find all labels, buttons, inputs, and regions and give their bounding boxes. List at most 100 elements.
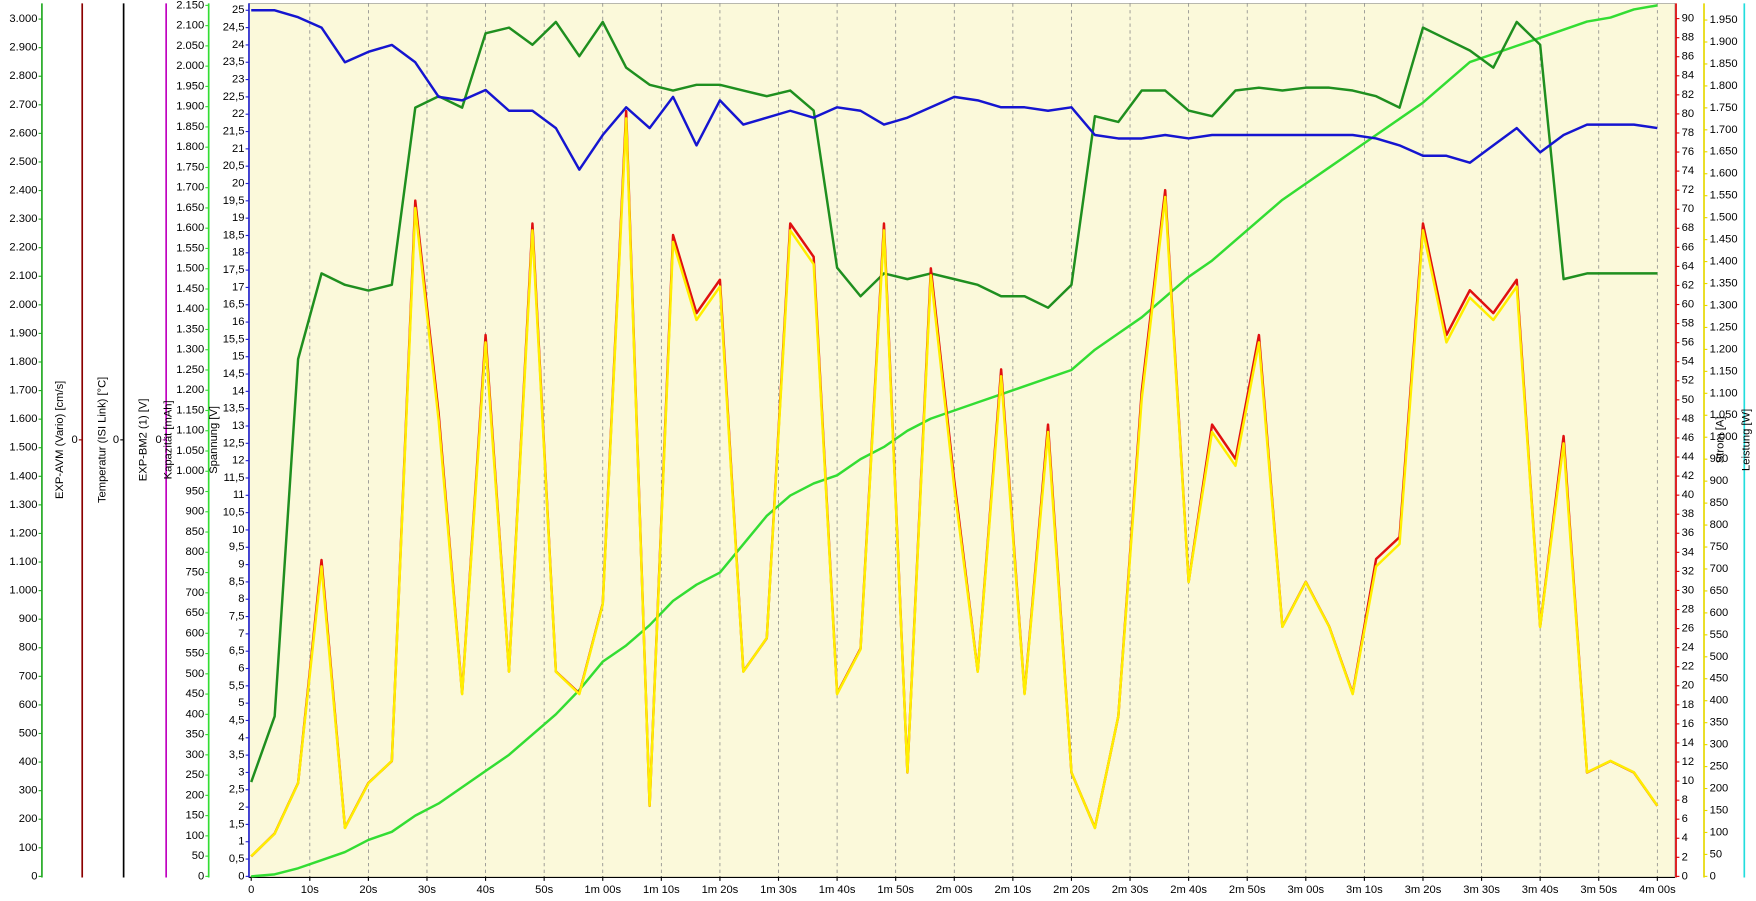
- y-tick-label: 400: [1710, 695, 1729, 707]
- x-tick-label: 1m 40s: [819, 884, 856, 896]
- y-tick-label: 1.600: [1710, 168, 1738, 180]
- y-tick-label: 23,5: [223, 56, 245, 68]
- y-tick-label: 78: [1682, 127, 1694, 139]
- y-tick-label: 16: [232, 316, 244, 328]
- x-tick-label: 30s: [418, 884, 436, 896]
- y-tick-label: 50: [192, 850, 204, 862]
- y-tick-label: 550: [186, 648, 205, 660]
- y-tick-label: 9,5: [229, 541, 245, 553]
- y-tick-label: 19: [232, 212, 244, 224]
- x-tick-label: 2m 20s: [1053, 884, 1090, 896]
- y-tick-label: 1.200: [1710, 343, 1738, 355]
- y-tick-label: 60: [1682, 298, 1694, 310]
- y-tick-label: 10,5: [223, 507, 245, 519]
- y-tick-label: 500: [19, 727, 38, 739]
- y-tick-label: 1.700: [176, 182, 204, 194]
- y-tick-label: 2.200: [9, 242, 37, 254]
- y-tick-label: 20: [1682, 680, 1694, 692]
- y-tick-label: 100: [1710, 826, 1729, 838]
- y-tick-label: 100: [19, 842, 38, 854]
- y-tick-label: 0: [71, 434, 77, 446]
- x-tick-label: 10s: [301, 884, 319, 896]
- y-tick-label: 1.300: [176, 344, 204, 356]
- y-tick-label: 200: [19, 813, 38, 825]
- y-tick-label: 54: [1682, 356, 1694, 368]
- y-tick-label: 23: [232, 74, 244, 86]
- y-tick-label: 28: [1682, 603, 1694, 615]
- x-tick-label: 0: [248, 884, 254, 896]
- x-tick-label: 1m 30s: [760, 884, 797, 896]
- y-tick-label: 0: [1682, 870, 1688, 882]
- y-tick-label: 40: [1682, 489, 1694, 501]
- y-tick-label: 18: [232, 247, 244, 259]
- y-tick-label: 12: [1682, 756, 1694, 768]
- y-tick-label: 1.700: [9, 385, 37, 397]
- y-tick-label: 1.650: [1710, 146, 1738, 158]
- y-tick-label: 2,5: [229, 784, 245, 796]
- y-tick-label: 100: [186, 830, 205, 842]
- axis-title: Strom [A]: [1715, 417, 1727, 464]
- y-tick-label: 1.550: [1710, 190, 1738, 202]
- x-tick-label: 50s: [535, 884, 553, 896]
- y-tick-label: 48: [1682, 413, 1694, 425]
- axis-title: EXP-BM2 (1) [V]: [138, 399, 150, 482]
- y-tick-label: 1.300: [1710, 299, 1738, 311]
- y-tick-label: 16,5: [223, 299, 245, 311]
- x-tick-label: 1m 20s: [702, 884, 739, 896]
- y-tick-label: 52: [1682, 375, 1694, 387]
- y-tick-label: 2.000: [9, 299, 37, 311]
- y-tick-label: 1.750: [176, 161, 204, 173]
- y-tick-label: 0: [155, 434, 161, 446]
- y-tick-label: 90: [1682, 13, 1694, 25]
- y-tick-label: 50: [1682, 394, 1694, 406]
- y-tick-label: 66: [1682, 241, 1694, 253]
- y-tick-label: 12: [232, 455, 244, 467]
- y-tick-label: 15: [232, 351, 244, 363]
- x-tick-label: 3m 40s: [1522, 884, 1559, 896]
- x-tick-label: 20s: [359, 884, 377, 896]
- y-tick-label: 750: [186, 566, 205, 578]
- axis-title: EXP-AVM (Vario) [cm/s]: [54, 381, 66, 499]
- y-tick-label: 1.850: [1710, 58, 1738, 70]
- y-tick-label: 13: [232, 420, 244, 432]
- y-tick-label: 84: [1682, 70, 1694, 82]
- y-tick-label: 70: [1682, 203, 1694, 215]
- axis-title: Temperatur (ISI Link) [°C]: [96, 377, 108, 503]
- y-tick-label: 10: [1682, 775, 1694, 787]
- y-tick-label: 58: [1682, 318, 1694, 330]
- y-tick-label: 19,5: [223, 195, 245, 207]
- y-tick-label: 1.700: [1710, 124, 1738, 136]
- y-tick-label: 2.100: [9, 270, 37, 282]
- series-line: [250, 117, 1659, 858]
- x-tick-label: 3m 10s: [1346, 884, 1383, 896]
- y-tick-label: 1.850: [176, 121, 204, 133]
- y-tick-label: 150: [1710, 804, 1729, 816]
- y-tick-label: 24,5: [223, 22, 245, 34]
- y-tick-label: 21,5: [223, 125, 245, 137]
- y-tick-label: 2.300: [9, 213, 37, 225]
- y-tick-label: 8,5: [229, 576, 245, 588]
- y-tick-label: 2: [1682, 851, 1688, 863]
- y-tick-label: 15,5: [223, 333, 245, 345]
- series-line: [250, 20, 1658, 783]
- y-tick-label: 10: [232, 524, 244, 536]
- y-tick-label: 700: [186, 587, 205, 599]
- y-tick-label: 0: [238, 870, 244, 882]
- y-tick-label: 800: [186, 546, 205, 558]
- y-tick-label: 1.200: [9, 527, 37, 539]
- y-tick-label: 22: [1682, 661, 1694, 673]
- y-tick-label: 5: [238, 697, 244, 709]
- y-tick-label: 4: [238, 732, 244, 744]
- y-tick-label: 2.800: [9, 70, 37, 82]
- y-tick-label: 1.900: [1710, 36, 1738, 48]
- y-tick-label: 20: [232, 177, 244, 189]
- y-tick-label: 400: [19, 756, 38, 768]
- y-tick-label: 350: [1710, 717, 1729, 729]
- y-tick-label: 650: [1710, 585, 1729, 597]
- y-tick-label: 2.100: [176, 20, 204, 32]
- y-tick-label: 80: [1682, 108, 1694, 120]
- y-tick-label: 1.350: [1710, 277, 1738, 289]
- y-tick-label: 800: [19, 642, 38, 654]
- y-tick-label: 300: [186, 749, 205, 761]
